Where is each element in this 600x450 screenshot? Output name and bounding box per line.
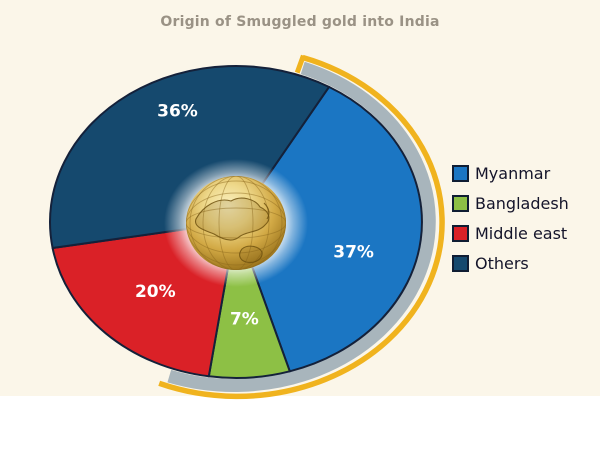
legend-item-bangladesh[interactable]: Bangladesh [452,193,569,214]
legend-swatch-middle-east [452,225,469,242]
legend-label: Middle east [475,224,568,243]
chart-title: Origin of Smuggled gold into India [160,14,440,30]
legend-item-myanmar[interactable]: Myanmar [452,163,569,184]
decor-arc [158,54,445,400]
pie-slice-others[interactable] [49,65,330,249]
slice-percent-label-bangladesh: 7% [230,310,259,330]
legend-item-others[interactable]: Others [452,253,569,274]
legend-label: Others [475,254,529,273]
slice-labels: 37% 7% 20% 36% [135,102,374,330]
slice-percent-label-myanmar: 37% [333,242,374,262]
arc-gray [167,61,436,392]
arc-yellow-cap [294,54,306,74]
globe-sphere [186,176,286,270]
globe-graticule [186,176,286,270]
pie-slice-myanmar[interactable] [235,85,423,373]
arc-yellow [158,54,445,400]
slice-percent-label-others: 36% [157,102,198,122]
legend: Myanmar Bangladesh Middle east Others [452,163,569,274]
legend-label: Myanmar [475,164,551,183]
legend-swatch-others [452,255,469,272]
legend-swatch-myanmar [452,165,469,182]
legend-item-middle-east[interactable]: Middle east [452,223,569,244]
legend-label: Bangladesh [475,194,569,213]
gold-globe-icon [164,159,308,287]
slice-percent-label-middle-east: 20% [135,282,176,302]
globe-continents [194,197,270,263]
legend-swatch-bangladesh [452,195,469,212]
